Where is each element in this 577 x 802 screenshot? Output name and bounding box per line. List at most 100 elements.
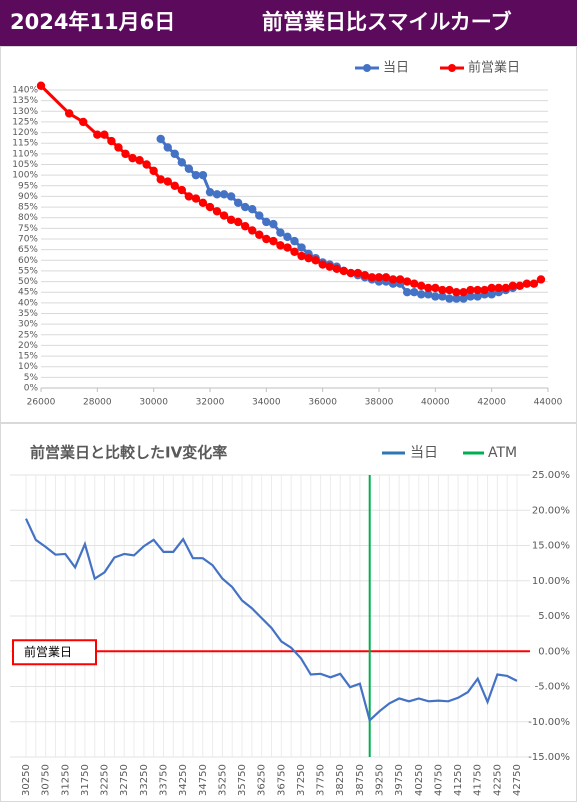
data-point [290,247,299,256]
data-point [262,217,271,227]
x-tick-label: 35250 [217,764,228,796]
data-point [494,283,503,293]
x-tick-label: 30750 [41,764,52,796]
x-tick-label: 32250 [100,764,111,796]
reference-label-box [12,639,97,666]
data-point [212,207,222,216]
data-point [318,260,327,269]
x-tick-label: 41750 [473,764,484,796]
x-tick-label: 34000 [252,398,281,408]
x-tick-label: 42750 [512,764,523,796]
data-point [417,290,426,299]
data-point [269,236,278,246]
data-point [219,190,229,199]
header-bar [0,0,577,46]
data-point [269,219,278,229]
x-tick-label: 40750 [433,764,444,796]
y-tick-label: 135% [12,96,38,106]
legend-label: 前営業日 [468,60,520,76]
data-point [191,194,201,203]
y-tick-label: 75% [18,224,38,234]
header-title: 前営業日比スマイルカーブ [262,10,511,34]
data-point [452,294,461,303]
data-point [466,292,475,301]
x-tick-label: 34750 [198,764,209,796]
data-point [219,211,229,220]
data-point [255,230,264,239]
y2-tick-label: 10.00% [532,576,570,587]
x-tick-label: 38250 [335,764,346,796]
y-tick-label: 45% [18,288,38,298]
data-point [410,288,419,297]
data-point [374,273,384,282]
x-tick-label: 36000 [308,398,337,408]
data-point [459,294,468,303]
data-point [487,283,496,293]
x-tick-label: 39250 [375,764,386,796]
data-point [283,243,292,252]
data-point [388,275,398,284]
y-tick-label: 20% [18,341,38,351]
x-tick-label: 38000 [365,398,394,408]
y-tick-label: 50% [18,277,38,287]
data-point [487,290,496,299]
data-point [473,292,482,301]
data-point [241,202,250,212]
data-point [402,277,412,286]
y-tick-label: 55% [18,266,38,276]
panel-2 [0,423,577,802]
data-point [107,136,116,146]
data-point [177,158,187,167]
x-tick-label: 40250 [414,764,425,796]
data-point [445,285,454,295]
chart-title: 前営業日と比較したIV変化率 [30,444,227,462]
data-point [438,285,447,295]
data-point [431,283,440,293]
data-point [177,185,187,195]
data-point [473,285,482,295]
y-tick-label: 80% [18,213,38,223]
y2-tick-label: 15.00% [532,541,570,552]
data-point [142,160,151,169]
series-line [25,518,518,723]
x-tick-label: 36250 [257,764,268,796]
x-tick-label: 30250 [21,764,32,796]
data-point [353,268,363,278]
data-point [395,275,405,284]
data-point [170,149,179,159]
legend-label: 当日 [410,445,438,461]
data-point [64,109,74,118]
y-tick-label: 10% [18,362,38,372]
data-point [311,256,320,265]
data-point [233,198,243,208]
data-point [459,288,468,297]
data-point [121,149,130,159]
x-tick-label: 31750 [80,764,91,796]
data-point [297,243,306,252]
data-point [466,285,475,295]
data-point [233,217,243,227]
data-point [184,164,194,173]
x-tick-label: 33250 [139,764,150,796]
data-point [438,292,447,301]
x-tick-label: 39750 [394,764,405,796]
x-tick-label: 26000 [27,398,56,408]
x-tick-label: 41250 [453,764,464,796]
data-point [325,262,334,271]
data-point [304,253,313,263]
data-point [529,279,539,288]
data-point [402,288,412,297]
y-tick-label: 100% [12,171,38,181]
data-point [381,273,391,282]
y2-tick-label: 0.00% [538,646,570,657]
y-tick-label: 130% [12,107,38,117]
y-tick-label: 35% [18,309,38,319]
data-point [156,134,165,144]
data-point [248,226,257,235]
data-point [156,175,165,184]
y-tick-label: 40% [18,298,38,308]
data-point [424,290,433,299]
y-tick-label: 25% [18,330,38,340]
data-point [480,285,489,295]
data-point [501,283,510,293]
